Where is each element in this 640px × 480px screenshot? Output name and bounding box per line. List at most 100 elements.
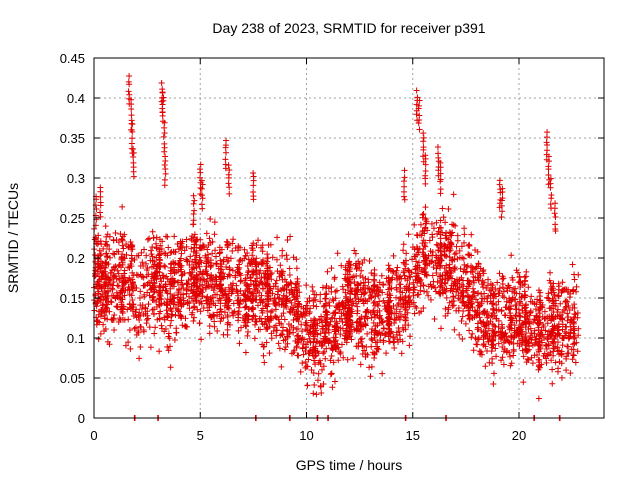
data-point [454, 232, 461, 239]
data-point [329, 384, 336, 391]
data-point [161, 328, 168, 335]
data-point [493, 315, 500, 322]
data-point [171, 292, 178, 299]
data-point [555, 368, 561, 375]
data-point [251, 335, 258, 342]
data-point [265, 241, 272, 248]
data-point [429, 272, 436, 279]
data-point [558, 288, 565, 295]
data-point [380, 297, 387, 304]
data-point [113, 303, 120, 310]
data-point [312, 361, 319, 368]
data-point [544, 352, 551, 359]
data-point [542, 315, 549, 322]
data-point [123, 251, 130, 258]
data-point [165, 347, 172, 354]
data-point [151, 258, 158, 265]
data-point [300, 351, 307, 358]
data-point [304, 305, 311, 312]
data-point [236, 340, 243, 347]
data-point [152, 273, 159, 280]
data-point [293, 265, 300, 272]
data-point [428, 220, 435, 227]
y-tick-label: 0.15 [60, 291, 85, 306]
data-point [444, 310, 451, 317]
data-point [147, 286, 154, 293]
data-point [308, 366, 315, 373]
data-point [235, 327, 242, 334]
data-point [360, 323, 367, 330]
data-point [491, 329, 498, 336]
data-point [499, 344, 506, 351]
data-point [505, 338, 512, 345]
data-point [132, 324, 139, 331]
data-point [255, 326, 262, 333]
data-point [446, 261, 453, 268]
data-point [190, 304, 197, 311]
data-point [199, 244, 206, 251]
data-point [523, 359, 530, 366]
data-point [93, 321, 100, 328]
data-point [272, 313, 279, 320]
data-point [365, 276, 372, 283]
data-point [395, 338, 402, 345]
data-point [211, 231, 218, 238]
data-point [507, 353, 514, 360]
data-point [473, 341, 480, 348]
data-point [531, 300, 538, 307]
data-point [279, 296, 286, 303]
data-point [417, 283, 424, 290]
data-point [157, 257, 164, 264]
data-point [283, 252, 290, 259]
data-point [441, 241, 448, 248]
data-points [91, 72, 582, 421]
data-point [103, 238, 110, 245]
data-point [357, 280, 364, 287]
data-point [188, 266, 195, 273]
data-point [225, 271, 232, 278]
data-point [221, 309, 228, 316]
data-point [111, 263, 118, 270]
data-point [432, 288, 439, 295]
data-point [288, 350, 295, 357]
data-point [189, 309, 196, 316]
data-point [463, 268, 470, 275]
data-point [274, 327, 281, 334]
data-point [307, 325, 314, 332]
data-point [437, 277, 444, 284]
data-point [273, 300, 280, 307]
x-tick-label: 15 [406, 428, 420, 443]
data-point [527, 309, 534, 316]
data-point [211, 323, 218, 330]
data-point [127, 345, 134, 352]
data-point [410, 299, 417, 306]
data-point [492, 286, 499, 293]
data-point [317, 298, 324, 305]
data-point [204, 293, 211, 300]
data-point [533, 351, 540, 358]
data-point [109, 286, 116, 293]
data-point [123, 241, 130, 248]
data-point [109, 267, 116, 274]
data-point [315, 370, 322, 377]
data-point [358, 338, 365, 345]
data-point [118, 299, 125, 306]
data-point [509, 277, 516, 284]
data-point [272, 280, 279, 287]
data-point [411, 286, 418, 293]
data-point [276, 345, 283, 352]
data-point [167, 343, 174, 350]
data-point [425, 292, 432, 299]
data-point [139, 302, 146, 309]
data-point [573, 283, 580, 290]
data-point [563, 297, 570, 304]
data-point [509, 294, 516, 301]
data-point [143, 252, 150, 259]
data-point [114, 304, 121, 311]
data-point [327, 371, 334, 378]
data-point [420, 211, 427, 218]
data-point [183, 236, 190, 243]
data-point [411, 310, 418, 317]
data-point [323, 336, 330, 343]
data-point [552, 359, 559, 366]
